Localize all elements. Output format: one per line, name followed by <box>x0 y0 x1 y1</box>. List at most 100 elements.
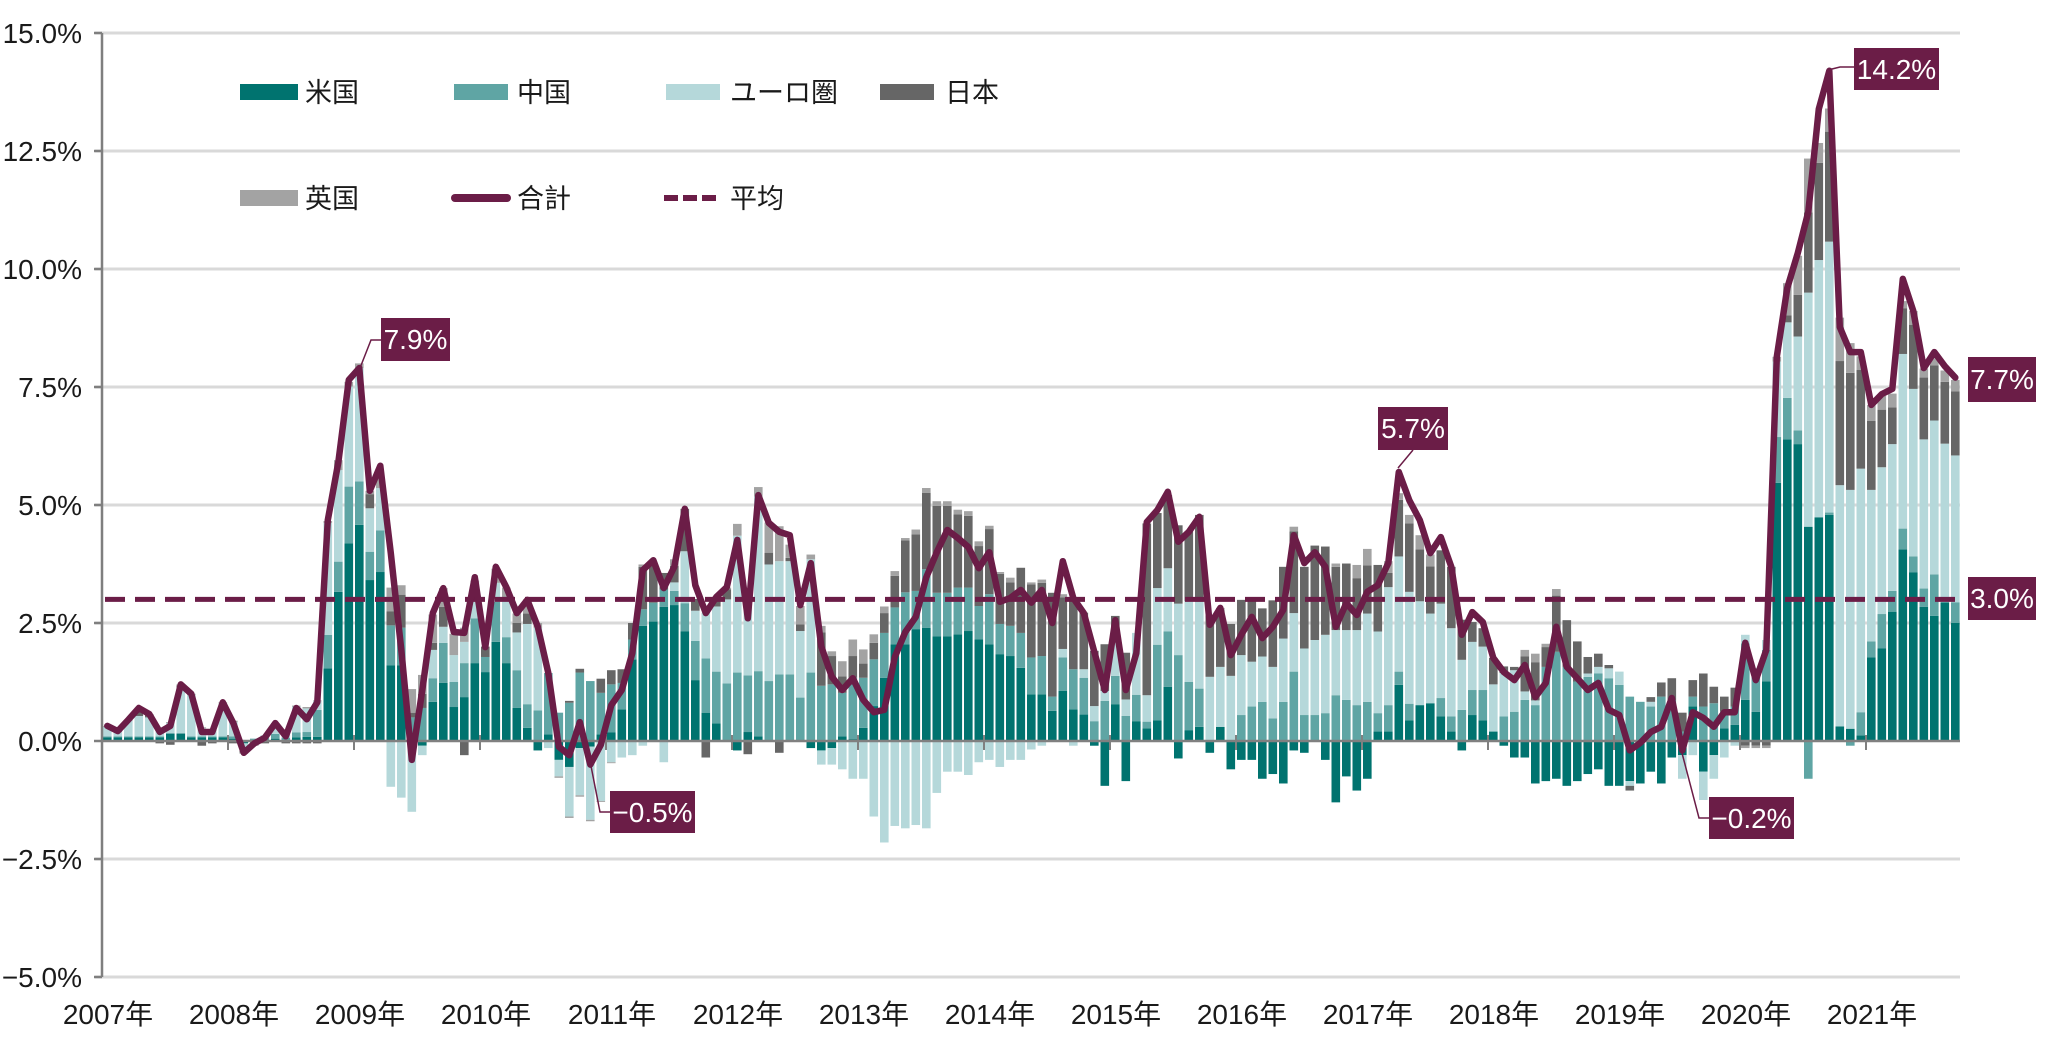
bar-jp-2010-01 <box>481 646 490 657</box>
bar-cn-2016-05 <box>1279 701 1288 741</box>
bar-eu-2008-12 <box>344 386 354 487</box>
bar-jp-2016-12 <box>1352 578 1362 631</box>
bar-us-2015-08 <box>1184 730 1194 741</box>
bar-eu-2016-08 <box>1310 639 1320 716</box>
bar-us-2016-09 <box>1321 741 1330 760</box>
bar-us-2009-09 <box>439 682 448 741</box>
bar-cn-2011-11 <box>712 671 721 724</box>
bar-cn-2013-08 <box>932 592 942 637</box>
bar-eu-2011-11 <box>712 606 721 672</box>
bar-cn-2015-08 <box>1184 682 1194 731</box>
bar-jp-2017-07 <box>1426 566 1435 614</box>
stacked-bars <box>103 108 1960 843</box>
bar-eu-2007-04 <box>134 715 144 737</box>
bar-us-2013-11 <box>964 631 973 741</box>
bar-jp-2018-12 <box>1604 665 1614 669</box>
bar-cn-2021-05 <box>1909 556 1918 573</box>
bar-uk-2014-08 <box>1058 594 1068 598</box>
bar-uk-2012-07 <box>796 606 805 625</box>
bar-cn-2019-04 <box>1646 706 1656 741</box>
bar-uk-2012-10 <box>827 651 837 657</box>
bar-cn-2020-01 <box>1741 643 1750 700</box>
bar-eu-2017-10 <box>1457 659 1467 710</box>
bar-cn-2012-11 <box>838 692 847 737</box>
annotation-box <box>1378 407 1448 450</box>
bar-us-2013-04 <box>890 644 900 741</box>
bar-eu-2008-11 <box>334 470 343 562</box>
bar-jp-2015-11 <box>1216 610 1225 667</box>
legend-label-average: 平均 <box>730 184 784 215</box>
bar-eu-2013-04 <box>890 741 900 826</box>
bar-us-2017-02 <box>1373 731 1383 741</box>
bar-cn-2012-03 <box>754 671 763 737</box>
bar-cn-2007-07 <box>166 732 175 734</box>
bar-eu-2016-04 <box>1268 666 1278 719</box>
bar-jp-2018-01 <box>1489 657 1498 685</box>
bar-uk-2010-04 <box>512 613 522 623</box>
bar-eu-2013-02 <box>869 741 879 817</box>
bar-cn-2007-09 <box>187 736 196 738</box>
bar-us-2021-07 <box>1930 615 1939 741</box>
bar-cn-2017-12 <box>1478 690 1488 721</box>
bar-jp-2012-11 <box>838 676 847 693</box>
bar-uk-2012-04 <box>764 522 774 553</box>
bar-eu-2017-12 <box>1478 646 1488 691</box>
bar-us-2017-09 <box>1447 731 1456 741</box>
bar-us-2019-06 <box>1667 741 1677 758</box>
bar-us-2011-09 <box>691 680 700 741</box>
bar-cn-2017-10 <box>1457 709 1467 741</box>
bar-eu-2010-06 <box>533 627 543 711</box>
bar-cn-2014-12 <box>1100 700 1110 741</box>
bar-jp-2013-02 <box>869 642 879 660</box>
bar-us-2014-08 <box>1058 690 1068 741</box>
bar-jp-2012-12 <box>848 656 858 678</box>
bar-eu-2010-04 <box>512 632 522 671</box>
annotation-low-2019: −0.2% <box>1681 752 1794 839</box>
bar-eu-2019-11 <box>1720 741 1729 758</box>
bar-eu-2014-01 <box>985 741 994 760</box>
bar-cn-2014-08 <box>1058 657 1068 691</box>
bar-jp-2020-06 <box>1793 294 1803 337</box>
bar-eu-2017-02 <box>1373 631 1383 714</box>
bar-jp-2021-07 <box>1930 365 1939 421</box>
bar-jp-2018-08 <box>1562 620 1572 667</box>
bar-cn-2016-04 <box>1268 718 1278 741</box>
bar-us-2019-03 <box>1636 741 1645 784</box>
bar-uk-2009-05 <box>397 585 406 595</box>
legend: 米国 中国 ユーロ圏 日本 英国 合計 平均 <box>240 78 999 215</box>
bar-eu-2018-12 <box>1604 668 1614 679</box>
bar-us-2016-02 <box>1247 741 1257 760</box>
bar-jp-2012-02 <box>743 741 753 755</box>
bar-jp-2009-11 <box>460 741 469 756</box>
bar-cn-2020-12 <box>1856 712 1866 736</box>
bar-jp-2018-03 <box>1510 666 1519 671</box>
bar-cn-2011-10 <box>701 658 711 713</box>
bar-cn-2010-07 <box>544 673 553 735</box>
y-tick-label: 2.5% <box>18 608 82 639</box>
bar-eu-2009-01 <box>355 368 364 482</box>
bar-us-2018-11 <box>1594 741 1603 770</box>
bar-cn-2013-10 <box>953 587 963 635</box>
bar-us-2020-07 <box>1804 526 1813 741</box>
bar-us-2020-03 <box>1762 681 1771 741</box>
bar-us-2009-10 <box>449 707 459 741</box>
legend-swatch-eu <box>666 84 720 100</box>
x-tick-label: 2013年 <box>819 999 909 1030</box>
annotation-label: 5.7% <box>1381 413 1445 444</box>
bar-jp-2014-03 <box>1006 582 1015 626</box>
bar-us-2017-07 <box>1426 703 1435 741</box>
bar-cn-2014-07 <box>1048 696 1057 711</box>
bar-uk-2010-12 <box>596 800 606 802</box>
bar-cn-2020-03 <box>1762 649 1771 682</box>
bar-us-2019-01 <box>1615 741 1624 786</box>
bar-eu-2008-10 <box>323 522 333 635</box>
bar-uk-2018-04 <box>1520 649 1530 657</box>
bar-cn-2015-05 <box>1153 644 1162 721</box>
bar-cn-2008-09 <box>313 709 322 737</box>
bar-cn-2007-01 <box>103 736 112 738</box>
bar-uk-2009-10 <box>449 633 459 656</box>
legend-item-uk: 英国 <box>240 184 359 215</box>
bar-eu-2019-09 <box>1699 771 1708 800</box>
bar-eu-2011-10 <box>701 612 711 659</box>
annotation-label: 7.7% <box>1970 364 2034 395</box>
